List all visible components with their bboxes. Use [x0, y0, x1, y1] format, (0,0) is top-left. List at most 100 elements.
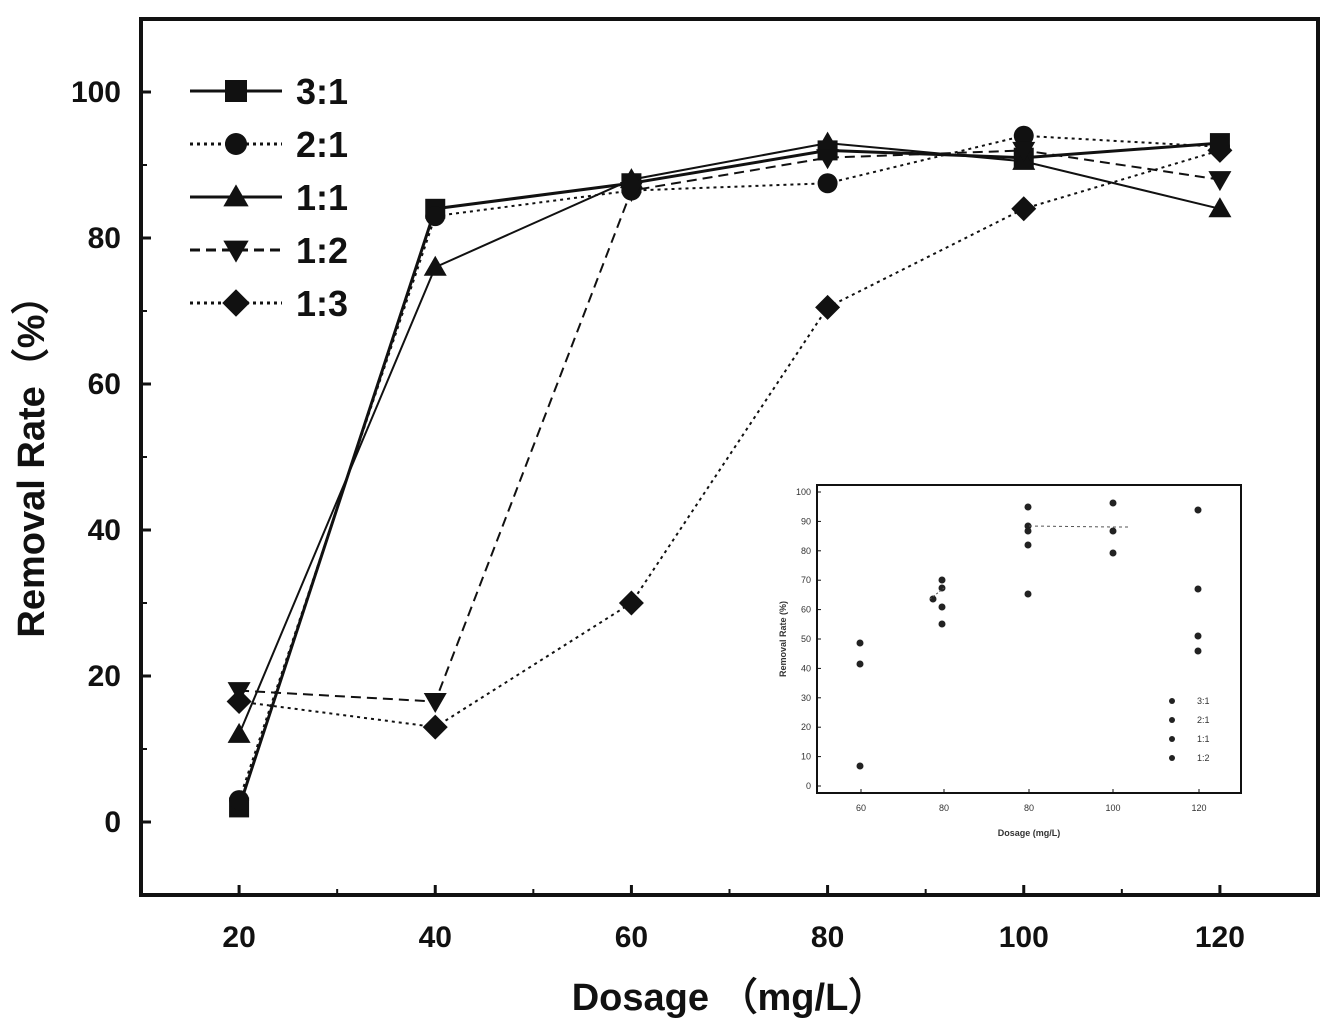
- series-1-3: [226, 137, 1233, 740]
- legend-label: 1:1: [296, 177, 348, 218]
- legend-marker: [222, 289, 250, 317]
- data-point: [229, 790, 250, 811]
- inset-point: [1109, 549, 1117, 557]
- data-point: [226, 689, 252, 715]
- x-axis-title: Dosage （mg/L）: [572, 977, 887, 1019]
- y-tick-label: 40: [88, 514, 121, 547]
- data-point: [425, 206, 446, 227]
- data-point: [619, 182, 643, 203]
- inset-point: [1024, 503, 1032, 511]
- data-point: [1012, 141, 1036, 162]
- inset-legend-label: 1:2: [1197, 753, 1210, 763]
- inset-y-tick-label: 50: [801, 634, 811, 644]
- x-tick-label: 120: [1195, 921, 1245, 954]
- inset-point: [1024, 541, 1032, 549]
- data-point: [817, 173, 838, 194]
- inset-frame: [816, 484, 1242, 794]
- inset-point: [929, 595, 937, 603]
- data-point: [816, 131, 840, 152]
- inset-x-tick-label: 60: [856, 803, 866, 813]
- inset-point: [1109, 527, 1117, 535]
- data-point: [1013, 125, 1034, 146]
- inset-y-tick-label: 0: [806, 781, 811, 791]
- inset-legend-label: 3:1: [1197, 696, 1210, 706]
- inset-point: [1109, 499, 1117, 507]
- y-tick-label: 80: [88, 222, 121, 255]
- y-tick-label: 100: [71, 76, 121, 109]
- legend-label: 2:1: [296, 124, 348, 165]
- inset-y-tick-label: 70: [801, 575, 811, 585]
- legend-label: 3:1: [296, 71, 348, 112]
- inset-legend-marker: [1169, 698, 1175, 704]
- data-point: [1207, 137, 1233, 163]
- series-line: [239, 149, 1221, 703]
- y-tick-label: 60: [88, 368, 121, 401]
- data-point: [423, 693, 447, 714]
- inset-y-tick-label: 10: [801, 752, 811, 762]
- data-point: [422, 714, 448, 740]
- inset-y-tick-label: 30: [801, 693, 811, 703]
- inset-y-tick-label: 40: [801, 663, 811, 673]
- inset-point: [1194, 506, 1202, 514]
- data-point: [1011, 196, 1037, 222]
- legend-marker: [225, 80, 247, 102]
- series-group: [226, 125, 1233, 818]
- inset-point: [938, 603, 946, 611]
- legend-label: 1:2: [296, 230, 348, 271]
- y-tick-label: 0: [104, 806, 121, 839]
- data-point: [423, 255, 447, 276]
- legend: 3:1 2:1 1:1 1:2 1:3: [190, 71, 348, 324]
- inset-legend-marker: [1169, 717, 1175, 723]
- inset-y-tick-label: 90: [801, 516, 811, 526]
- inset-y-tick-label: 20: [801, 722, 811, 732]
- data-point: [816, 149, 840, 170]
- data-point: [815, 294, 841, 320]
- data-point: [1208, 197, 1232, 218]
- x-tick-label: 40: [419, 921, 452, 954]
- data-point: [227, 722, 251, 743]
- inset-x-tick-label: 80: [1024, 803, 1034, 813]
- inset-point: [1024, 590, 1032, 598]
- series-line: [238, 149, 1221, 729]
- inset-y-tick-label: 80: [801, 546, 811, 556]
- legend-marker: [223, 240, 249, 263]
- inset-point: [938, 584, 946, 592]
- series-line: [238, 134, 1220, 801]
- data-point: [1208, 171, 1232, 192]
- inset-legend-marker: [1169, 755, 1175, 761]
- legend-label: 1:3: [296, 283, 348, 324]
- inset-point: [1194, 632, 1202, 640]
- inset-y-tick-label: 100: [796, 487, 811, 497]
- x-tick-label: 80: [811, 921, 844, 954]
- inset-legend-marker: [1169, 736, 1175, 742]
- series-line: [238, 142, 1221, 735]
- y-axis-title: Removal Rate（%）: [11, 276, 53, 637]
- inset-x-tick-label: 80: [939, 803, 949, 813]
- inset-line: [1028, 525, 1130, 528]
- inset-point: [856, 660, 864, 668]
- inset-x-tick-label: 120: [1191, 803, 1206, 813]
- inset-point: [856, 639, 864, 647]
- inset-point: [938, 576, 946, 584]
- y-tick-label: 20: [88, 660, 121, 693]
- inset-chart: 0 10 20 30 40 50 60 70 80 90 100 60 80 80 100 120 Dosage…: [778, 484, 1242, 838]
- inset-y-tick-label: 60: [801, 605, 811, 615]
- legend-marker: [223, 184, 249, 207]
- inset-x-axis-title: Dosage (mg/L): [998, 828, 1061, 838]
- inset-line: [929, 587, 945, 600]
- inset-point: [1194, 647, 1202, 655]
- x-tick-label: 20: [222, 921, 255, 954]
- inset-legend-label: 1:1: [1197, 734, 1210, 744]
- inset-point: [1024, 522, 1032, 530]
- inset-x-tick-label: 100: [1105, 803, 1120, 813]
- data-point: [618, 590, 644, 616]
- legend-marker: [225, 133, 247, 155]
- x-tick-label: 60: [615, 921, 648, 954]
- x-tick-label: 100: [999, 921, 1049, 954]
- inset-y-axis-title: Removal Rate (%): [778, 601, 788, 677]
- inset-legend-label: 2:1: [1197, 715, 1210, 725]
- inset-point: [1194, 585, 1202, 593]
- inset-point: [856, 762, 864, 770]
- inset-point: [938, 620, 946, 628]
